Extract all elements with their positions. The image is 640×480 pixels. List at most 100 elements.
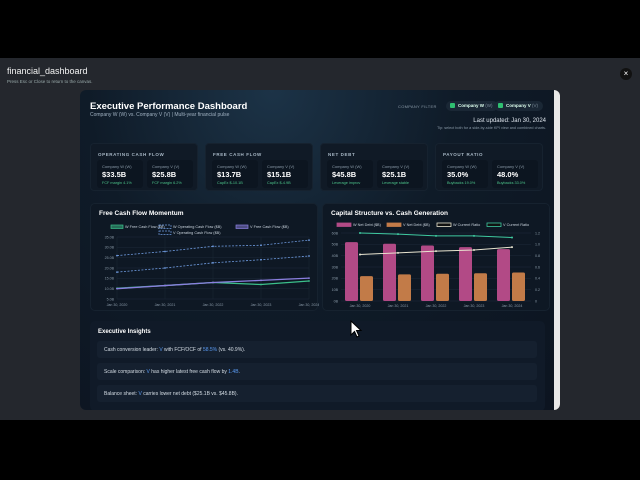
data-point bbox=[212, 245, 214, 248]
data-point bbox=[116, 254, 118, 257]
y2-tick-label: 0.6 bbox=[535, 265, 540, 269]
data-point bbox=[164, 267, 166, 269]
y-tick-label: 60B bbox=[332, 231, 339, 235]
data-point bbox=[164, 250, 166, 253]
company-filter-label: COMPANY FILTER bbox=[398, 104, 437, 109]
data-point bbox=[116, 271, 118, 274]
y-tick-label: 30.0B bbox=[105, 246, 115, 250]
data-point bbox=[359, 253, 361, 256]
kpi-company: Company W (W) bbox=[447, 164, 477, 169]
x-tick-label: Jan 30, 2020 bbox=[107, 303, 128, 307]
scrollbar[interactable] bbox=[554, 90, 560, 410]
legend-swatch bbox=[158, 230, 172, 235]
y2-tick-label: 0 bbox=[535, 299, 537, 303]
legend-swatch bbox=[386, 222, 402, 227]
y-tick-label: 50B bbox=[332, 243, 339, 247]
data-point bbox=[397, 233, 399, 236]
data-point bbox=[308, 277, 310, 280]
insight-text: Scale comparison: bbox=[104, 369, 147, 375]
y-tick-label: 10B bbox=[332, 288, 339, 292]
y-tick-label: 5.0B bbox=[107, 297, 115, 301]
x-tick-label: Jan 30, 2023 bbox=[464, 304, 485, 308]
insight-company: V bbox=[146, 369, 150, 375]
chip-abbr: (W) bbox=[485, 103, 493, 108]
page-subtitle: Company W (W) vs. Company V (V) | Multi-… bbox=[90, 112, 230, 118]
y-tick-label: 0B bbox=[334, 299, 339, 303]
y-tick-label: 25.0B bbox=[105, 256, 115, 260]
bar bbox=[421, 245, 434, 301]
kpi-note: CapEx $-4.9B bbox=[267, 181, 291, 185]
insight-text: has higher latest free cash flow by bbox=[149, 369, 229, 375]
fcf-momentum-panel: Free Cash Flow Momentum W Free Cash Flow… bbox=[90, 203, 319, 311]
legend-label: W Net Debt ($B) bbox=[353, 223, 382, 227]
bar bbox=[436, 273, 449, 301]
kpi-company-box: Company V (V) $25.1B Leverage stable bbox=[377, 160, 423, 188]
checkbox-icon[interactable] bbox=[450, 103, 455, 108]
x-tick-label: Jan 30, 2021 bbox=[388, 304, 409, 308]
data-point bbox=[212, 281, 214, 284]
legend-swatch bbox=[158, 224, 172, 229]
chip-label: Company W bbox=[458, 103, 485, 108]
chart-title: Free Cash Flow Momentum bbox=[99, 210, 184, 217]
filter-chip-company-w[interactable]: Company W (W) bbox=[446, 101, 498, 111]
insight-text: Balance sheet: bbox=[104, 391, 139, 397]
bar bbox=[474, 273, 487, 301]
insight-text: Cash conversion leader: bbox=[104, 347, 160, 353]
kpi-card: OPERATING CASH FLOW Company W (W) $33.5B FC… bbox=[90, 143, 198, 191]
y-tick-label: 10.0B bbox=[105, 287, 115, 291]
kpi-value: $45.8B bbox=[332, 170, 357, 179]
checkbox-icon[interactable] bbox=[498, 103, 503, 108]
tip-text: Tip: select both for a side-by-side KPI … bbox=[437, 126, 546, 130]
kpi-company: Company W (W) bbox=[217, 164, 247, 169]
y-tick-label: 40B bbox=[332, 254, 339, 258]
y2-tick-label: 0.2 bbox=[535, 288, 540, 292]
kpi-company-box: Company V (V) $25.8B FCF margin 6.2% bbox=[147, 160, 193, 188]
insight-company: V bbox=[159, 347, 163, 353]
legend-label: W Operating Cash Flow ($B) bbox=[173, 225, 222, 229]
data-point bbox=[260, 283, 262, 286]
bar bbox=[512, 272, 525, 301]
legend-label: V Operating Cash Flow ($B) bbox=[173, 231, 221, 235]
mouse-cursor-icon bbox=[350, 320, 363, 338]
legend-label: V Free Cash Flow ($B) bbox=[250, 225, 289, 229]
x-tick-label: Jan 30, 2022 bbox=[203, 303, 224, 307]
kpi-company-box: Company V (V) 48.0% Buybacks 33.0% bbox=[492, 160, 538, 188]
insight-row: Cash conversion leader: V with FCF/OCF o… bbox=[97, 341, 537, 358]
chip-label: Company V bbox=[506, 103, 531, 108]
legend-label: W Current Ratio bbox=[453, 223, 480, 227]
y-tick-label: 15.0B bbox=[105, 277, 115, 281]
y-tick-label: 20B bbox=[332, 277, 339, 281]
kpi-note: FCF margin 6.2% bbox=[152, 181, 182, 185]
kpi-company: Company V (V) bbox=[497, 164, 525, 169]
data-point bbox=[308, 255, 310, 257]
kpi-value: $25.8B bbox=[152, 170, 177, 179]
kpi-label: FREE CASH FLOW bbox=[213, 152, 262, 157]
chip-abbr: (V) bbox=[532, 103, 539, 108]
bar bbox=[398, 274, 411, 301]
x-tick-label: Jan 30, 2022 bbox=[426, 304, 447, 308]
kpi-value: $33.5B bbox=[102, 170, 127, 179]
kpi-company: Company V (V) bbox=[382, 164, 410, 169]
close-button[interactable]: × bbox=[620, 68, 632, 80]
kpi-company-box: Company W (W) $13.7B CapEx $-10.1B bbox=[212, 160, 258, 188]
kpi-value: $25.1B bbox=[382, 170, 407, 179]
kpi-note: Buybacks 19.0% bbox=[447, 181, 476, 185]
y2-tick-label: 0.8 bbox=[535, 254, 540, 258]
data-point bbox=[435, 234, 437, 237]
data-point bbox=[435, 250, 437, 253]
kpi-value: $13.7B bbox=[217, 170, 242, 179]
data-point bbox=[212, 261, 214, 264]
legend-swatch bbox=[336, 222, 352, 227]
kpi-value: $15.1B bbox=[267, 170, 292, 179]
bar bbox=[383, 243, 396, 301]
y-tick-label: 20.0B bbox=[105, 266, 115, 270]
x-tick-label: Jan 30, 2024 bbox=[502, 304, 523, 308]
y2-tick-label: 0.4 bbox=[535, 277, 540, 281]
bar bbox=[497, 249, 510, 301]
page-title: Executive Performance Dashboard bbox=[90, 101, 248, 112]
filter-chip-company-v[interactable]: Company V (V) bbox=[494, 101, 544, 111]
y2-tick-label: 1.0 bbox=[535, 243, 540, 247]
x-tick-label: Jan 30, 2021 bbox=[155, 303, 176, 307]
legend-label: W Free Cash Flow ($B) bbox=[125, 225, 165, 229]
chart-title: Capital Structure vs. Cash Generation bbox=[331, 210, 449, 217]
